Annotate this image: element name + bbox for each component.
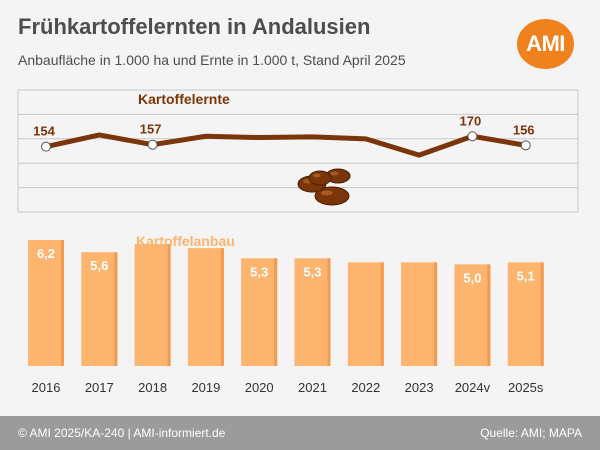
chart-subtitle: Anbaufläche in 1.000 ha und Ernte in 1.0… <box>18 52 406 68</box>
x-tick-label: 2022 <box>351 380 380 395</box>
ami-logo: AMI <box>517 19 574 69</box>
harvest-data-label: 154 <box>33 124 55 139</box>
area-bar-edge <box>61 240 64 366</box>
potatoes-icon <box>297 168 351 206</box>
area-bar <box>454 264 491 366</box>
x-tick-label: 2025s <box>508 380 544 395</box>
line-series: 154 157 170 156 <box>33 113 535 158</box>
area-bar-edge <box>327 258 331 366</box>
area-bar-edge <box>114 252 118 366</box>
area-bar <box>187 248 224 366</box>
footer-source: Quelle: AMI; MAPA <box>480 426 582 440</box>
harvest-data-label: 157 <box>140 122 162 137</box>
area-bar-edge <box>220 248 224 366</box>
area-bar <box>507 262 544 366</box>
harvest-point <box>41 141 51 152</box>
x-tick-label: 2021 <box>298 380 327 395</box>
line-chart-grid <box>17 89 579 213</box>
area-data-label: 5,0 <box>463 270 481 285</box>
area-bar <box>81 252 118 366</box>
line-series-label: Kartoffelernte <box>138 91 230 107</box>
x-axis: 2016 2017 2018 2019 2020 2021 2022 2023 2024v 202… <box>32 380 544 395</box>
x-tick-label: 2024v <box>455 380 491 395</box>
x-tick-label: 2019 <box>191 380 220 395</box>
x-tick-label: 2023 <box>405 380 434 395</box>
area-bar <box>347 262 384 366</box>
potato-highlight <box>312 173 321 178</box>
area-bar-edge <box>487 264 491 366</box>
area-bar-edge <box>434 262 438 366</box>
harvest-point <box>467 131 478 142</box>
potato-highlight <box>320 190 333 196</box>
area-bar <box>294 258 331 366</box>
x-tick-label: 2018 <box>138 380 167 395</box>
area-bar-edge <box>380 262 384 366</box>
potato-shape <box>308 170 332 186</box>
area-data-label: 5,3 <box>303 264 321 279</box>
x-tick-label: 2016 <box>32 380 61 395</box>
x-tick-label: 2020 <box>245 380 274 395</box>
area-data-label: 5,1 <box>517 268 535 283</box>
area-data-label: 5,3 <box>250 264 268 279</box>
x-tick-label: 2017 <box>85 380 114 395</box>
area-bar-edge <box>167 244 171 366</box>
bar-series: 6,2 5,6 5,3 5,3 5,0 5,1 <box>28 240 544 366</box>
area-bar <box>241 258 278 366</box>
harvest-point <box>520 140 531 151</box>
footer-copyright: © AMI 2025/KA-240 | AMI-informiert.de <box>18 426 226 440</box>
area-bar <box>401 262 438 366</box>
logo-text: AMI <box>526 31 565 56</box>
area-bar <box>134 244 171 366</box>
area-data-label: 6,2 <box>37 246 55 261</box>
harvest-data-label: 156 <box>513 122 535 137</box>
footer: © AMI 2025/KA-240 | AMI-informiert.de Qu… <box>0 416 600 450</box>
harvest-data-label: 170 <box>460 113 482 128</box>
harvest-line <box>43 132 529 158</box>
chart-title: Frühkartoffelernten in Andalusien <box>18 14 371 39</box>
potato-highlight <box>330 171 339 176</box>
harvest-point <box>147 139 158 150</box>
area-bar-edge <box>274 258 278 366</box>
area-bar <box>28 240 64 366</box>
area-bar-edge <box>540 262 544 366</box>
area-data-label: 5,6 <box>90 258 108 273</box>
